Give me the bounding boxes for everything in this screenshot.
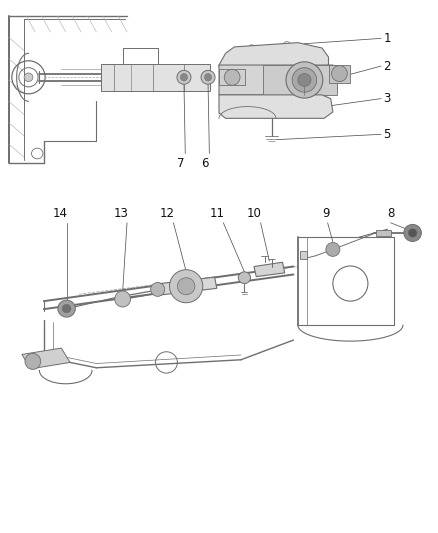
Ellipse shape: [286, 62, 323, 98]
Ellipse shape: [62, 304, 71, 313]
Polygon shape: [219, 69, 245, 85]
Ellipse shape: [404, 224, 421, 241]
Polygon shape: [155, 277, 217, 295]
Text: 5: 5: [383, 128, 391, 141]
Ellipse shape: [115, 291, 131, 307]
Text: 10: 10: [247, 207, 261, 220]
Polygon shape: [101, 64, 210, 91]
Ellipse shape: [298, 74, 311, 86]
Ellipse shape: [201, 70, 215, 84]
Ellipse shape: [177, 70, 191, 84]
Polygon shape: [22, 348, 70, 369]
Text: 2: 2: [383, 60, 391, 72]
Ellipse shape: [292, 68, 317, 92]
Polygon shape: [254, 262, 285, 277]
Ellipse shape: [205, 74, 212, 81]
Ellipse shape: [177, 278, 195, 295]
Text: 13: 13: [113, 207, 128, 220]
Polygon shape: [300, 251, 307, 259]
Text: 14: 14: [53, 207, 68, 220]
Ellipse shape: [58, 300, 75, 317]
Polygon shape: [376, 230, 391, 236]
Text: 7: 7: [177, 157, 185, 169]
Text: 1: 1: [383, 32, 391, 45]
Ellipse shape: [151, 282, 165, 296]
Ellipse shape: [170, 270, 203, 303]
Ellipse shape: [332, 66, 347, 82]
Text: 8: 8: [387, 207, 394, 220]
Ellipse shape: [408, 229, 417, 237]
Text: 3: 3: [383, 92, 391, 105]
Ellipse shape: [25, 353, 41, 369]
Polygon shape: [219, 95, 333, 118]
Text: 9: 9: [322, 207, 330, 220]
Polygon shape: [219, 43, 328, 67]
Polygon shape: [263, 65, 337, 95]
Text: 12: 12: [160, 207, 175, 220]
Ellipse shape: [238, 272, 251, 284]
Ellipse shape: [24, 73, 33, 82]
Text: 6: 6: [201, 157, 209, 169]
Ellipse shape: [180, 74, 187, 81]
Ellipse shape: [326, 243, 340, 256]
Polygon shape: [219, 65, 337, 95]
Ellipse shape: [224, 69, 240, 85]
Text: 11: 11: [210, 207, 225, 220]
Polygon shape: [328, 65, 350, 83]
